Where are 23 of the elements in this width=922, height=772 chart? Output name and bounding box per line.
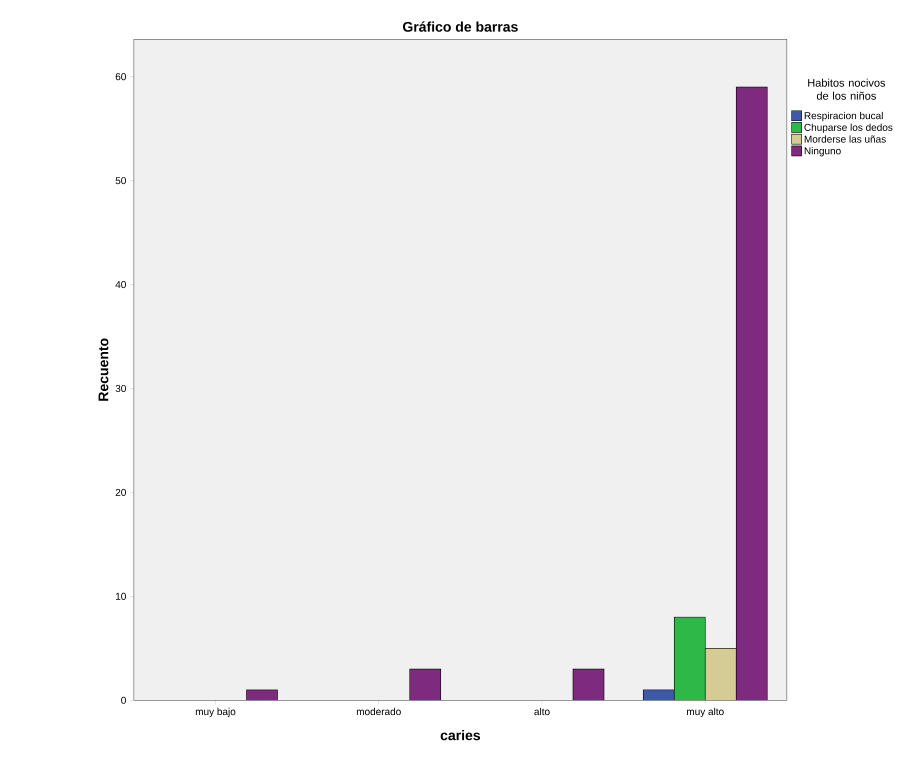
x-tick-label: moderado: [356, 708, 401, 716]
legend-label: Ninguno: [804, 147, 841, 156]
y-tick-label: 30: [116, 384, 126, 392]
y-tick-label: 50: [116, 177, 126, 184]
y-tick-label: 40: [115, 281, 126, 288]
bar: [246, 690, 278, 700]
y-tick-label: 60: [116, 73, 126, 80]
y-tick-label: 20: [116, 488, 126, 496]
bar: [409, 668, 442, 700]
x-tick-label: muy bajo: [196, 708, 236, 718]
bar: [736, 86, 768, 700]
x-tick-label: muy alto: [687, 708, 724, 718]
y-tick-label: 0: [121, 696, 126, 704]
x-axis-title: caries: [440, 730, 480, 740]
x-tick-label: alto: [534, 708, 550, 716]
legend-label: Chuparse los dedos: [804, 124, 892, 133]
legend-label: Respiracion bucal: [804, 112, 883, 122]
bar: [572, 668, 604, 700]
legend-title: Habitos nocivos de los niños: [808, 78, 886, 100]
y-axis-title: Recuento: [98, 338, 108, 401]
chart-title: Gráfico de barras: [402, 21, 518, 32]
legend-label: Morderse las uñas: [804, 135, 886, 143]
y-tick-label: 10: [116, 592, 126, 600]
